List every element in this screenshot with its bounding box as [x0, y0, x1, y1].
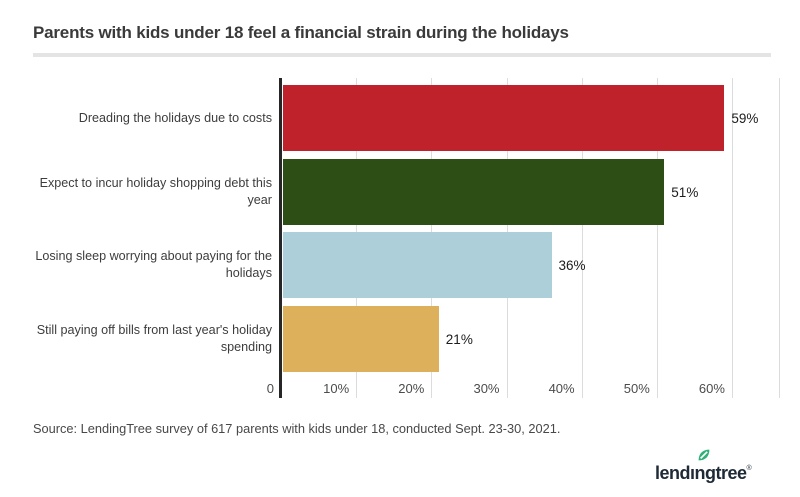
gridline: [731, 78, 733, 398]
category-label: Losing sleep worrying about paying for t…: [35, 249, 272, 280]
bar: [283, 232, 552, 298]
y-axis-line: [279, 78, 282, 398]
value-label: 36%: [558, 257, 586, 273]
x-tick-label: 30%: [473, 381, 500, 396]
x-tick-label: 60%: [698, 381, 725, 396]
x-tick-label: 50%: [623, 381, 650, 396]
x-tick-label: 20%: [398, 381, 425, 396]
brand-wordmark: lendıngtree®: [655, 459, 765, 483]
source-note: Source: LendingTree survey of 617 parent…: [33, 421, 561, 436]
brand-text-prefix: lend: [655, 463, 691, 483]
bar: [283, 159, 665, 225]
value-label: 51%: [671, 184, 699, 200]
category-label: Expect to incur holiday shopping debt th…: [39, 176, 272, 207]
brand-text-i: ı: [690, 463, 695, 483]
registered-mark: ®: [746, 465, 752, 472]
value-label: 59%: [731, 110, 759, 126]
brand-text-suffix: ngtree: [694, 463, 748, 483]
gridline: [656, 78, 658, 398]
x-tick-label: 10%: [323, 381, 350, 396]
lendingtree-logo: lendıngtree®: [655, 447, 765, 485]
category-label: Still paying off bills from last year's …: [36, 323, 272, 354]
value-label: 21%: [445, 331, 473, 347]
bar: [283, 306, 439, 372]
chart-title: Parents with kids under 18 feel a financ…: [33, 23, 569, 42]
gridline: [581, 78, 583, 398]
x-tick-label: 0: [266, 381, 274, 396]
plot-right-border: [779, 78, 780, 398]
bar: [283, 85, 725, 151]
title-divider: [33, 53, 771, 57]
category-label: Dreading the holidays due to costs: [78, 110, 272, 125]
x-tick-label: 40%: [548, 381, 575, 396]
leaf-icon: [696, 447, 712, 463]
